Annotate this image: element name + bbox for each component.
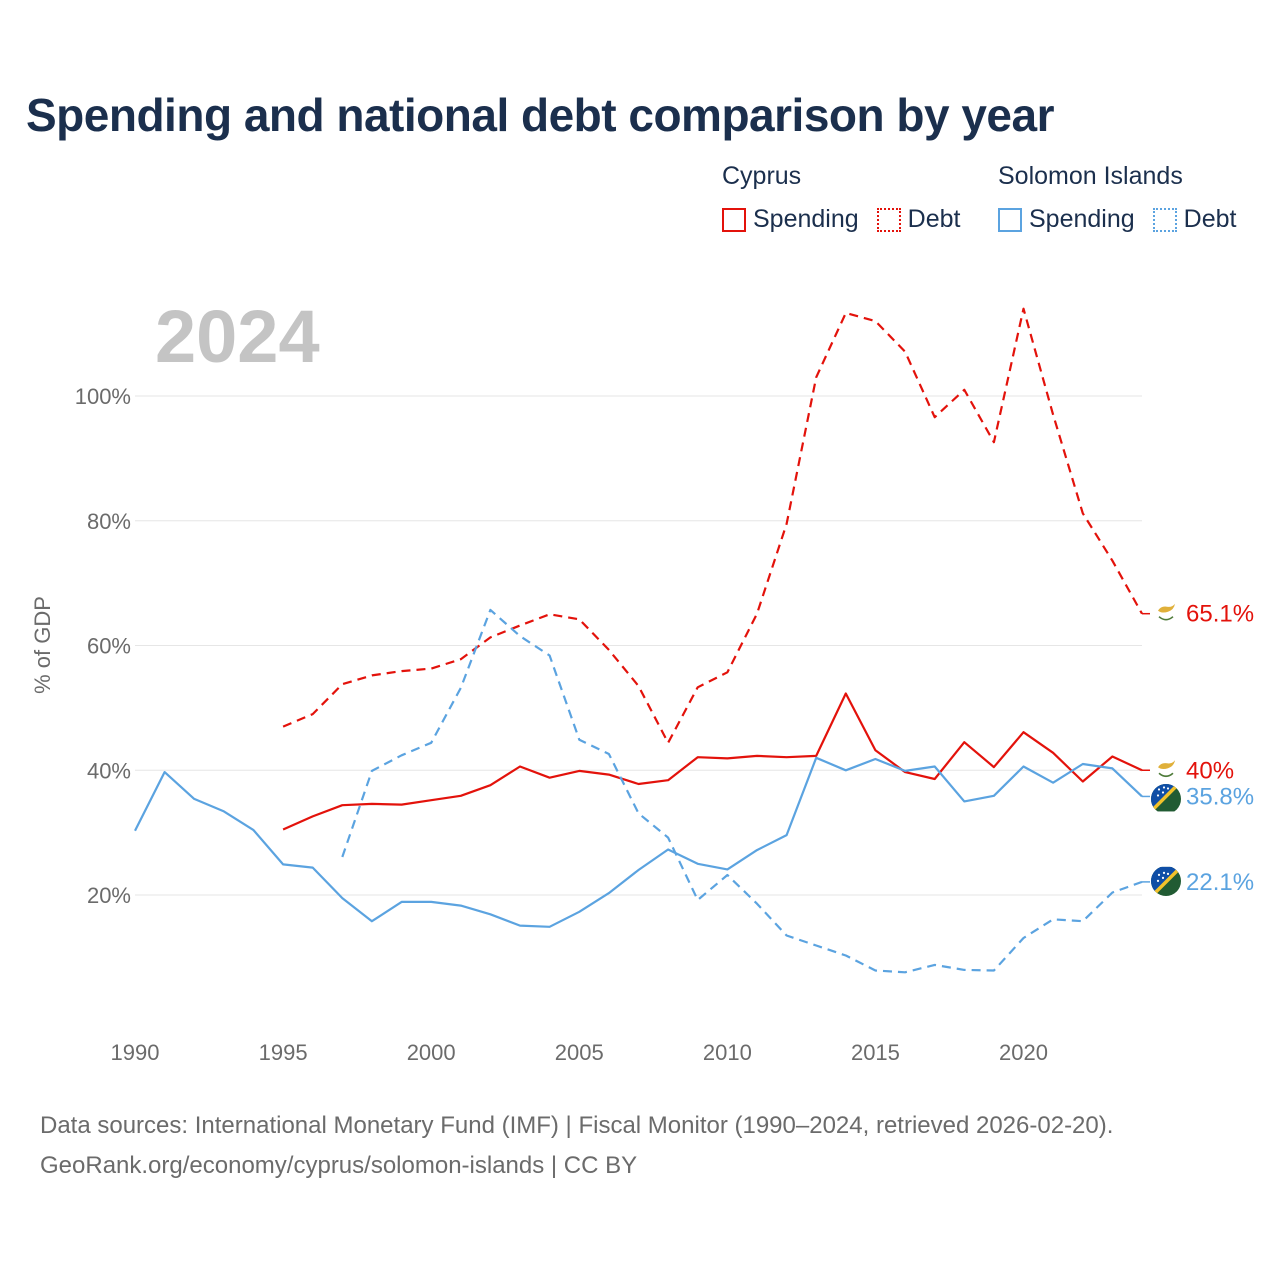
cyprus-debt-line [282, 307, 1143, 744]
legend-swatch-solid [722, 207, 746, 232]
cyprus-spending-line [282, 692, 1143, 831]
flag-star-icon [1161, 876, 1165, 880]
legend-country-label: Cyprus [722, 162, 802, 190]
flag-star-icon [1162, 871, 1166, 875]
y-tick-label: 100% [75, 384, 131, 409]
legend-cyprus: Cyprus Spending Debt [722, 162, 978, 234]
source-line-2[interactable]: GeoRank.org/economy/cyprus/solomon-islan… [40, 1152, 638, 1179]
x-tick-label: 1995 [259, 1040, 308, 1065]
end-value-label: 22.1% [1186, 869, 1254, 896]
y-tick-label: 60% [87, 634, 131, 659]
legend-item-label: Spending [1029, 205, 1135, 233]
legend-swatch-solid [998, 207, 1022, 232]
flag-yellow-stripe [1151, 866, 1181, 896]
flag-star-icon [1156, 794, 1160, 797]
legend-item-label: Debt [907, 205, 961, 233]
legend-cyprus-spending[interactable]: Spending [722, 205, 859, 234]
end-value-label: 40% [1186, 757, 1234, 784]
legend-item-label: Debt [1183, 205, 1237, 233]
solomon-islands-spending-line [134, 756, 1143, 928]
legend-swatch-dotted [876, 207, 901, 232]
cyprus-flag-icon [1158, 760, 1175, 770]
chart-title: Spending and national debt comparison by… [26, 89, 1055, 141]
flag-star-icon [1166, 872, 1170, 876]
legend-solomon-debt[interactable]: Debt [1152, 205, 1237, 234]
x-tick-label: 2010 [703, 1040, 752, 1065]
y-tick-label: 40% [87, 758, 131, 783]
x-tick-label: 2000 [407, 1040, 456, 1065]
x-tick-label: 2015 [851, 1040, 900, 1065]
source-line-1: Data sources: International Monetary Fun… [40, 1112, 1114, 1139]
flag-star-icon [1157, 873, 1161, 877]
y-tick-label: 20% [87, 883, 131, 908]
y-axis-label: % of GDP [30, 596, 55, 694]
end-value-label: 35.8% [1186, 783, 1254, 810]
legend-country-label: Solomon Islands [998, 162, 1183, 190]
legend-item-label: Spending [753, 205, 859, 233]
legend-cyprus-debt[interactable]: Debt [876, 205, 961, 234]
x-tick-label: 2020 [999, 1040, 1048, 1065]
olive-branch-icon [1158, 616, 1174, 621]
solomon-islands-flag-icon [1151, 784, 1181, 813]
flag-star-icon [1157, 788, 1161, 791]
source-note: Data sources: International Monetary Fun… [40, 1106, 1113, 1186]
end-value-label: 65.1% [1186, 601, 1254, 628]
flag-star-icon [1156, 879, 1160, 883]
solomon-islands-debt-line [341, 608, 1143, 974]
legend-solomon-spending[interactable]: Spending [998, 205, 1135, 234]
legend-swatch-dotted [1152, 207, 1177, 232]
legend-solomon-islands: Solomon Islands Spending Debt [998, 162, 1254, 234]
flag-star-icon [1161, 791, 1165, 794]
flag-star-icon [1162, 786, 1166, 789]
x-tick-label: 2005 [555, 1040, 604, 1065]
flag-star-icon [1166, 787, 1170, 790]
olive-branch-icon [1158, 772, 1174, 778]
y-tick-label: 80% [87, 509, 131, 534]
cyprus-flag-icon [1158, 603, 1175, 613]
x-tick-label: 1990 [111, 1040, 160, 1065]
solomon-islands-flag-icon [1151, 866, 1181, 896]
year-watermark: 2024 [155, 295, 320, 378]
